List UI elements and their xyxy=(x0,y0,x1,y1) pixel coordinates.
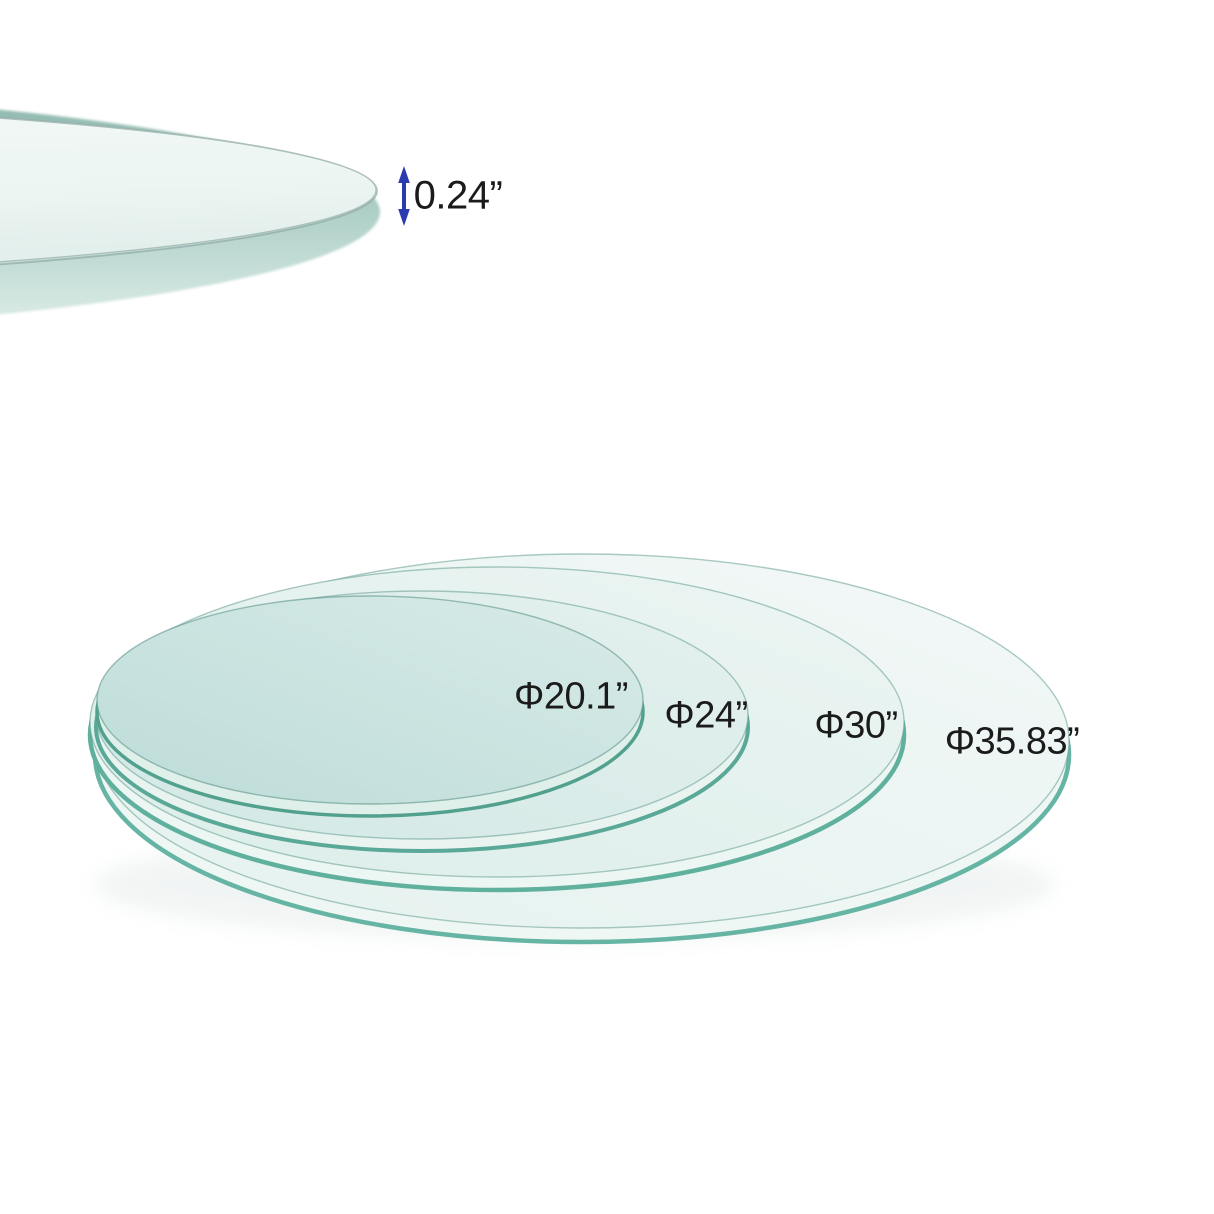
diameter-label-20-1: Φ20.1” xyxy=(514,675,628,718)
disc-20-1-surface xyxy=(96,595,644,805)
edge-closeup xyxy=(0,109,380,315)
disc-20-1 xyxy=(95,595,645,818)
diameter-label-30: Φ30” xyxy=(814,704,898,747)
thickness-label: 0.24” xyxy=(413,173,503,218)
diameter-label-24: Φ24” xyxy=(664,694,748,737)
closeup-top-surface xyxy=(0,117,377,263)
disc-stack xyxy=(87,553,1072,945)
diameter-label-35-83: Φ35.83” xyxy=(944,720,1080,763)
thickness-arrow-icon xyxy=(398,166,410,226)
closeup-front-line xyxy=(0,116,378,266)
